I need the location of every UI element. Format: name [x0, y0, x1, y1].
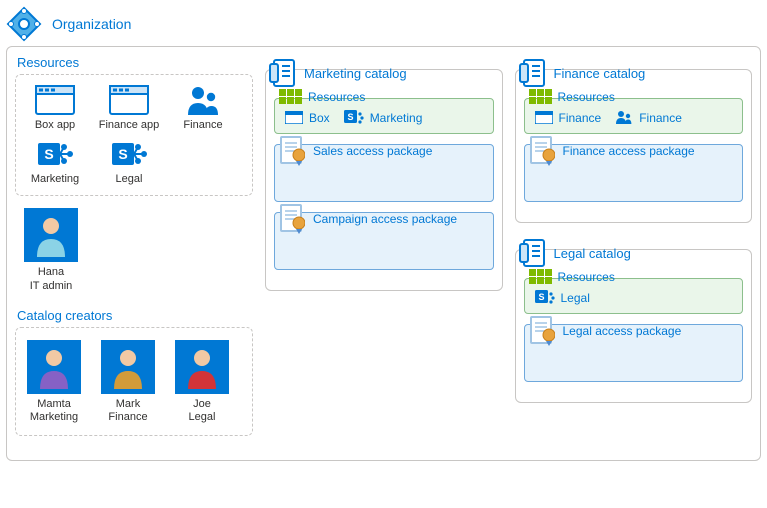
catalog-resources-label: Resources — [558, 90, 615, 104]
package-icon — [527, 135, 555, 167]
creator-tile: Mamta Marketing — [24, 340, 84, 426]
catalogs-area: Marketing catalog Resources Box Marketin… — [265, 55, 752, 448]
creator-name: Joe — [172, 398, 232, 412]
left-column: Resources Box app Finance app Finance Ma… — [15, 55, 253, 448]
org-icon — [6, 6, 42, 42]
catalog-resource: Box — [285, 111, 330, 125]
admin-tile: Hana IT admin — [21, 208, 81, 294]
people-sm-icon — [615, 110, 633, 125]
catalog: Finance catalog Resources Finance Financ… — [515, 69, 753, 223]
sharepoint-sm-icon — [344, 110, 364, 125]
app-window-icon — [109, 83, 149, 117]
resources-title: Resources — [17, 55, 253, 70]
access-package: Sales access package — [274, 144, 494, 202]
catalog-resources-label: Resources — [558, 270, 615, 284]
creator-name: Mark — [98, 398, 158, 412]
catalog-resources: Resources Legal — [524, 278, 744, 314]
catalog-resource-label: Marketing — [370, 111, 423, 125]
org-container: Resources Box app Finance app Finance Ma… — [6, 46, 761, 461]
app-window-sm-icon — [285, 111, 303, 124]
admin-name: Hana — [21, 266, 81, 280]
catalog-name: Finance catalog — [554, 66, 646, 81]
catalog-resource: Marketing — [344, 110, 423, 125]
catalog-resource-label: Box — [309, 111, 330, 125]
catalog-resources-label: Resources — [308, 90, 365, 104]
catalog-icon — [518, 238, 546, 268]
package-label: Sales access package — [313, 144, 432, 158]
creators-box: Mamta Marketing Mark Finance Joe — [15, 327, 253, 437]
package-icon — [277, 203, 305, 235]
creator-tile: Mark Finance — [98, 340, 158, 426]
catalog-resource: Legal — [535, 290, 590, 305]
grid-icon — [279, 89, 302, 104]
avatar — [27, 340, 81, 394]
access-package: Finance access package — [524, 144, 744, 202]
catalog-name: Marketing catalog — [304, 66, 407, 81]
access-package: Legal access package — [524, 324, 744, 382]
app-window-sm-icon — [535, 111, 553, 124]
creators-title: Catalog creators — [17, 308, 253, 323]
org-header: Organization — [6, 6, 761, 42]
package-icon — [277, 135, 305, 167]
catalog-icon — [268, 58, 296, 88]
catalog-name: Legal catalog — [554, 246, 631, 261]
resource-label: Legal — [116, 173, 143, 185]
creator-name: Mamta — [24, 398, 84, 412]
avatar — [101, 340, 155, 394]
admin-role: IT admin — [21, 280, 81, 294]
resource-label: Finance — [183, 119, 222, 131]
catalog-resource: Finance — [615, 110, 682, 125]
resource-marketing-sp: Marketing — [24, 137, 86, 185]
resource-label: Box app — [35, 119, 75, 131]
sharepoint-sm-icon — [535, 290, 555, 305]
avatar — [24, 208, 78, 262]
catalog-resource: Finance — [535, 111, 602, 125]
catalog-resource-label: Finance — [639, 111, 682, 125]
catalog-resources: Resources Box Marketing — [274, 98, 494, 134]
grid-icon — [529, 269, 552, 284]
creator-role: Marketing — [24, 411, 84, 425]
app-window-icon — [35, 83, 75, 117]
creator-role: Finance — [98, 411, 158, 425]
resource-finance-app: Finance app — [98, 83, 160, 131]
catalog-resource-label: Finance — [559, 111, 602, 125]
sharepoint-icon — [36, 137, 74, 171]
catalog-icon — [518, 58, 546, 88]
catalog-resources: Resources Finance Finance — [524, 98, 744, 134]
people-group-icon — [184, 83, 222, 117]
resource-box-app: Box app — [24, 83, 86, 131]
package-label: Legal access package — [563, 324, 682, 338]
package-icon — [527, 315, 555, 347]
creator-role: Legal — [172, 411, 232, 425]
package-label: Campaign access package — [313, 212, 457, 226]
resources-box: Box app Finance app Finance Marketing Le… — [15, 74, 253, 196]
catalog: Legal catalog Resources Legal Legal acce… — [515, 249, 753, 403]
catalog-resource-label: Legal — [561, 291, 590, 305]
resource-label: Marketing — [31, 173, 79, 185]
access-package: Campaign access package — [274, 212, 494, 270]
org-title: Organization — [52, 16, 131, 32]
package-label: Finance access package — [563, 144, 695, 158]
avatar — [175, 340, 229, 394]
resource-finance-group: Finance — [172, 83, 234, 131]
resource-label: Finance app — [99, 119, 160, 131]
resource-legal-sp: Legal — [98, 137, 160, 185]
grid-icon — [529, 89, 552, 104]
sharepoint-icon — [110, 137, 148, 171]
creator-tile: Joe Legal — [172, 340, 232, 426]
catalog: Marketing catalog Resources Box Marketin… — [265, 69, 503, 291]
